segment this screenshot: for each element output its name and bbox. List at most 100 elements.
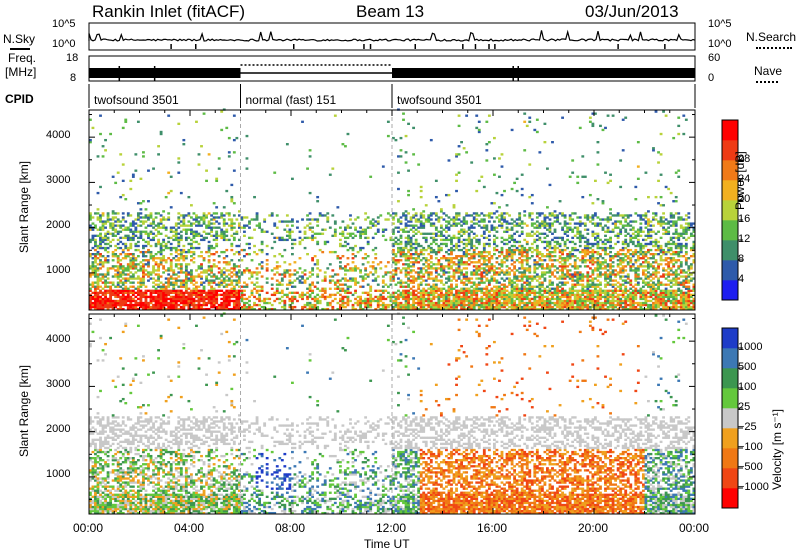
power-cell	[538, 257, 542, 260]
power-cell	[187, 242, 191, 246]
power-cell	[601, 307, 605, 311]
power-cell	[571, 275, 575, 278]
power-cell	[568, 226, 572, 229]
power-cell	[553, 259, 557, 262]
power-cell	[432, 283, 436, 286]
power-cell	[407, 242, 410, 246]
power-cell	[172, 283, 176, 286]
power-cell	[217, 289, 221, 292]
power-cell	[472, 299, 476, 303]
power-cell	[121, 295, 125, 299]
power-cell	[386, 303, 390, 307]
power-cell	[331, 250, 335, 254]
power-cell	[235, 271, 239, 274]
power-cell	[538, 238, 542, 242]
power-cell	[270, 232, 274, 235]
power-cell	[240, 299, 244, 303]
power-cell	[147, 289, 150, 292]
power-cell	[248, 271, 251, 274]
power-cell	[144, 250, 148, 254]
power-cell	[311, 259, 315, 262]
power-cell	[94, 273, 97, 276]
power-cell	[285, 295, 289, 299]
power-cell	[245, 216, 249, 219]
power-cell	[518, 252, 522, 256]
power-cell	[217, 255, 221, 258]
power-cell	[551, 287, 554, 290]
power-cell	[551, 307, 554, 311]
power-cell	[599, 265, 602, 268]
power-cell	[232, 303, 236, 307]
power-cell	[419, 220, 423, 223]
power-cell	[381, 228, 385, 231]
power-cell	[599, 271, 602, 274]
power-cell	[149, 214, 153, 217]
power-cell	[561, 265, 564, 268]
power-cell	[91, 238, 95, 242]
power-cell	[568, 255, 572, 258]
power-cell	[89, 240, 92, 244]
power-cell	[462, 232, 466, 235]
power-cell	[498, 303, 501, 307]
power-cell	[227, 263, 231, 266]
power-cell	[394, 271, 398, 274]
power-cell	[349, 232, 352, 235]
power-cell	[114, 303, 118, 307]
power-cell	[232, 301, 236, 305]
power-cell	[465, 283, 469, 286]
power-cell	[371, 224, 375, 227]
power-cell	[101, 240, 105, 244]
power-cell	[134, 222, 138, 225]
power-cell	[217, 293, 221, 297]
power-cell	[520, 222, 524, 225]
power-cell	[493, 297, 496, 301]
power-cell	[520, 248, 524, 252]
power-cell	[561, 295, 564, 299]
power-cell	[553, 246, 557, 250]
power-cell	[139, 299, 143, 303]
power-cell	[275, 287, 279, 290]
power-cell	[399, 242, 403, 246]
power-cell	[558, 289, 562, 292]
power-cell	[316, 220, 320, 223]
power-cell	[169, 226, 173, 229]
power-cell	[371, 267, 375, 270]
power-cell	[99, 267, 102, 270]
power-cell	[308, 293, 312, 297]
power-cell	[538, 212, 542, 215]
power-cell	[116, 273, 120, 276]
power-cell	[361, 232, 365, 235]
power-cell	[561, 236, 564, 240]
power-cell	[412, 126, 416, 130]
power-cell	[311, 297, 315, 301]
power-cell	[445, 259, 448, 262]
power-cell	[366, 301, 370, 305]
power-cell	[505, 250, 509, 254]
power-cell	[493, 212, 496, 215]
power-cell	[136, 293, 140, 297]
power-cell	[442, 238, 446, 242]
power-cell	[301, 281, 304, 284]
power-cell	[134, 295, 138, 299]
power-cell	[157, 297, 160, 301]
power-cell	[412, 234, 416, 237]
power-cell	[546, 305, 549, 309]
power-cell	[470, 307, 474, 311]
power-cell	[397, 259, 400, 262]
power-cell	[394, 283, 398, 286]
power-cell	[553, 291, 557, 295]
power-cell	[131, 285, 135, 288]
power-cell	[518, 240, 522, 244]
power-cell	[455, 283, 458, 286]
power-cell	[472, 244, 476, 248]
power-cell	[283, 301, 287, 305]
power-cell	[503, 261, 506, 264]
power-cell	[439, 307, 443, 311]
power-cell	[566, 228, 570, 231]
power-cell	[490, 226, 494, 229]
power-cell	[91, 295, 95, 299]
power-cell	[311, 226, 315, 229]
power-cell	[230, 287, 234, 290]
power-cell	[485, 228, 489, 231]
power-cell	[520, 301, 524, 305]
